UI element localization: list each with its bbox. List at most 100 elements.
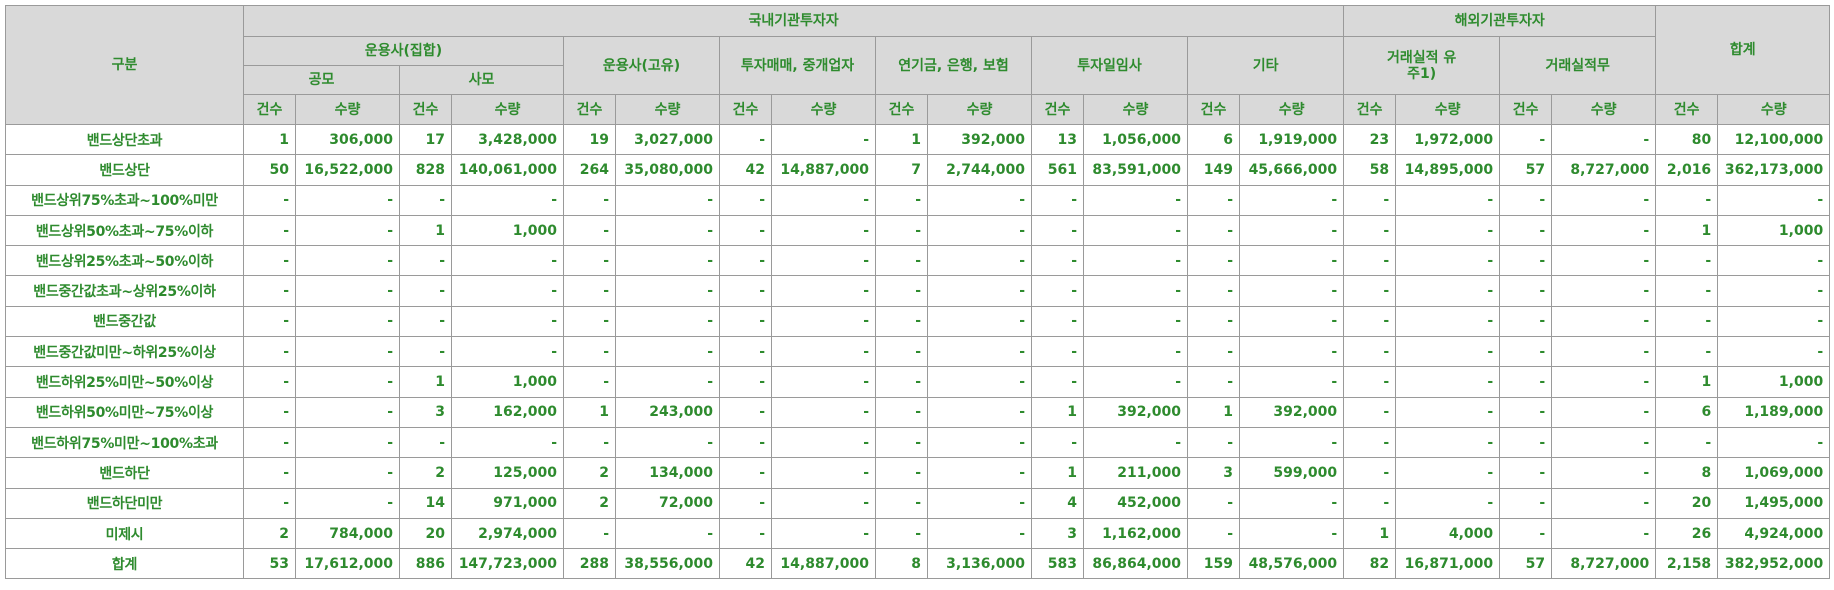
table-row: 밴드하위25%미만~50%이상 - -1 1,000- - - - - - - - - - - - - -1 1,… xyxy=(5,366,1831,398)
qty-cell: - xyxy=(615,184,720,216)
count-cell: 17 xyxy=(399,123,452,156)
qty-cell: - xyxy=(1717,245,1831,277)
qty-cell: - xyxy=(451,184,564,216)
count-cell: - xyxy=(1343,487,1397,519)
count-cell: 82 xyxy=(1343,548,1397,580)
table-row: 밴드하단미만 - -14 971,000 2 72,000- - - -4 452,000- - - -… xyxy=(5,487,1831,519)
header-qty: 수량 xyxy=(927,94,1032,125)
qty-cell: - xyxy=(1395,214,1501,247)
qty-cell: 243,000 xyxy=(615,396,720,428)
qty-cell: 8,727,000 xyxy=(1551,548,1657,580)
row-label: 밴드중간값초과~상위25%이하 xyxy=(5,275,244,307)
count-cell: - xyxy=(1343,366,1397,398)
header-qty: 수량 xyxy=(1551,94,1657,125)
qty-cell: - xyxy=(295,457,400,489)
qty-cell: 147,723,000 xyxy=(451,548,564,580)
count-cell: - xyxy=(1031,366,1084,398)
qty-cell: - xyxy=(1238,245,1345,277)
qty-cell: - xyxy=(295,184,400,216)
header-count: 건수 xyxy=(1655,94,1719,125)
qty-cell: 1,189,000 xyxy=(1717,396,1831,428)
count-cell: 23 xyxy=(1343,123,1397,156)
count-cell: 1 xyxy=(1343,517,1397,550)
count-cell: - xyxy=(1187,336,1240,368)
qty-cell: - xyxy=(1551,275,1657,307)
count-cell: 8 xyxy=(875,548,928,580)
header-count: 건수 xyxy=(719,94,772,125)
qty-cell: - xyxy=(927,487,1032,519)
qty-cell: - xyxy=(771,275,876,307)
qty-cell: - xyxy=(1083,184,1188,216)
qty-cell: - xyxy=(1083,305,1188,338)
header-qty: 수량 xyxy=(1395,94,1501,125)
count-cell: - xyxy=(719,184,772,216)
qty-cell: 4,924,000 xyxy=(1717,517,1831,550)
count-cell: - xyxy=(719,366,772,398)
qty-cell: - xyxy=(1395,245,1501,277)
count-cell: - xyxy=(563,245,616,277)
count-cell: 20 xyxy=(1655,487,1719,519)
qty-cell: - xyxy=(295,426,400,459)
count-cell: 149 xyxy=(1187,154,1240,186)
table-row: 밴드중간값초과~상위25%이하 - - - - - - - - - - - - - - - - - - - - xyxy=(5,275,1831,307)
count-cell: 1 xyxy=(243,123,296,156)
qty-cell: 1,495,000 xyxy=(1717,487,1831,519)
row-label: 밴드상위75%초과~100%미만 xyxy=(5,184,244,216)
qty-cell: 362,173,000 xyxy=(1717,154,1831,186)
qty-cell: 162,000 xyxy=(451,396,564,428)
count-cell: - xyxy=(875,214,928,247)
qty-cell: 16,522,000 xyxy=(295,154,400,186)
allocation-table: 구분 국내기관투자자 해외기관투자자 합계 운용사(집합) 운용사(고유) 투자… xyxy=(5,5,1831,580)
count-cell: 2 xyxy=(243,517,296,550)
qty-cell: 392,000 xyxy=(1238,396,1345,428)
qty-cell: 392,000 xyxy=(1083,396,1188,428)
count-cell: - xyxy=(1187,275,1240,307)
qty-cell: - xyxy=(1395,487,1501,519)
qty-cell: 599,000 xyxy=(1238,457,1345,489)
count-cell: - xyxy=(1187,426,1240,459)
count-cell: - xyxy=(1499,426,1553,459)
qty-cell: 971,000 xyxy=(451,487,564,519)
qty-cell: - xyxy=(1551,184,1657,216)
qty-cell: - xyxy=(615,366,720,398)
qty-cell: - xyxy=(615,517,720,550)
count-cell: - xyxy=(243,396,296,428)
count-cell: - xyxy=(1499,457,1553,489)
count-cell: 80 xyxy=(1655,123,1719,156)
count-cell: - xyxy=(399,426,452,459)
count-cell: - xyxy=(1031,184,1084,216)
qty-cell: - xyxy=(1395,457,1501,489)
count-cell: - xyxy=(1031,426,1084,459)
qty-cell: - xyxy=(1083,426,1188,459)
table-row: 밴드상단초과 1 306,000 17 3,428,000 19 3,027,000- -1 3… xyxy=(5,123,1831,156)
qty-cell: - xyxy=(927,275,1032,307)
count-cell: - xyxy=(243,214,296,247)
table-header: 구분 국내기관투자자 해외기관투자자 합계 운용사(집합) 운용사(고유) 투자… xyxy=(5,5,1831,125)
qty-cell: 1,000 xyxy=(451,366,564,398)
count-cell: 26 xyxy=(1655,517,1719,550)
qty-cell: - xyxy=(295,214,400,247)
count-cell: - xyxy=(563,275,616,307)
qty-cell: - xyxy=(615,245,720,277)
count-cell: - xyxy=(243,305,296,338)
count-cell: - xyxy=(1499,396,1553,428)
qty-cell: - xyxy=(1238,275,1345,307)
qty-cell: 2,744,000 xyxy=(927,154,1032,186)
row-label: 밴드중간값미만~하위25%이상 xyxy=(5,336,244,368)
count-cell: - xyxy=(1655,305,1719,338)
qty-cell: - xyxy=(451,245,564,277)
table-row: 밴드하위75%미만~100%초과 - - - - - - - - - - - - - - - - - - - - xyxy=(5,426,1831,459)
qty-cell: - xyxy=(451,426,564,459)
qty-cell: - xyxy=(295,366,400,398)
count-cell: - xyxy=(1031,214,1084,247)
qty-cell: - xyxy=(1238,214,1345,247)
count-cell: - xyxy=(1343,214,1397,247)
qty-cell: - xyxy=(1551,396,1657,428)
header-qty: 수량 xyxy=(295,94,400,125)
qty-cell: - xyxy=(1551,123,1657,156)
qty-cell: - xyxy=(295,275,400,307)
qty-cell: - xyxy=(1717,275,1831,307)
qty-cell: - xyxy=(1551,517,1657,550)
count-cell: - xyxy=(563,214,616,247)
header-count: 건수 xyxy=(1343,94,1397,125)
